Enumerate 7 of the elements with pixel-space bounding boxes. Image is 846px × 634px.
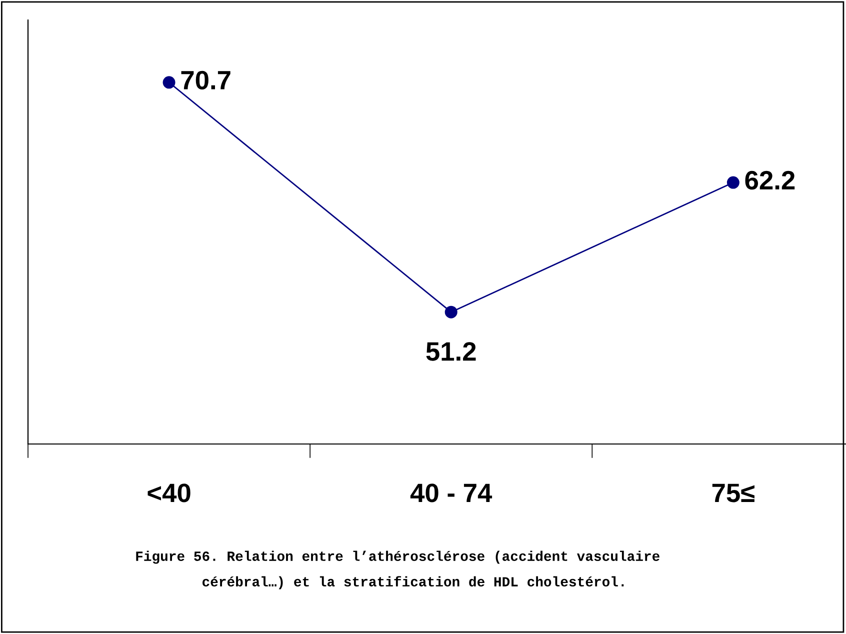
data-label: 51.2: [426, 342, 476, 361]
data-label: 62.2: [745, 170, 795, 190]
x-tick-label: 40 - 74: [410, 484, 492, 502]
x-tick-label: 75≤: [712, 484, 754, 502]
caption: Figure 56. Relation entre l’athérosclérose (accident vasculaire cérébral…) et la stratification de HDL cholestérol.: [136, 550, 660, 590]
x-tick-label: <40: [148, 484, 190, 502]
data-label: 70.7: [181, 70, 230, 90]
